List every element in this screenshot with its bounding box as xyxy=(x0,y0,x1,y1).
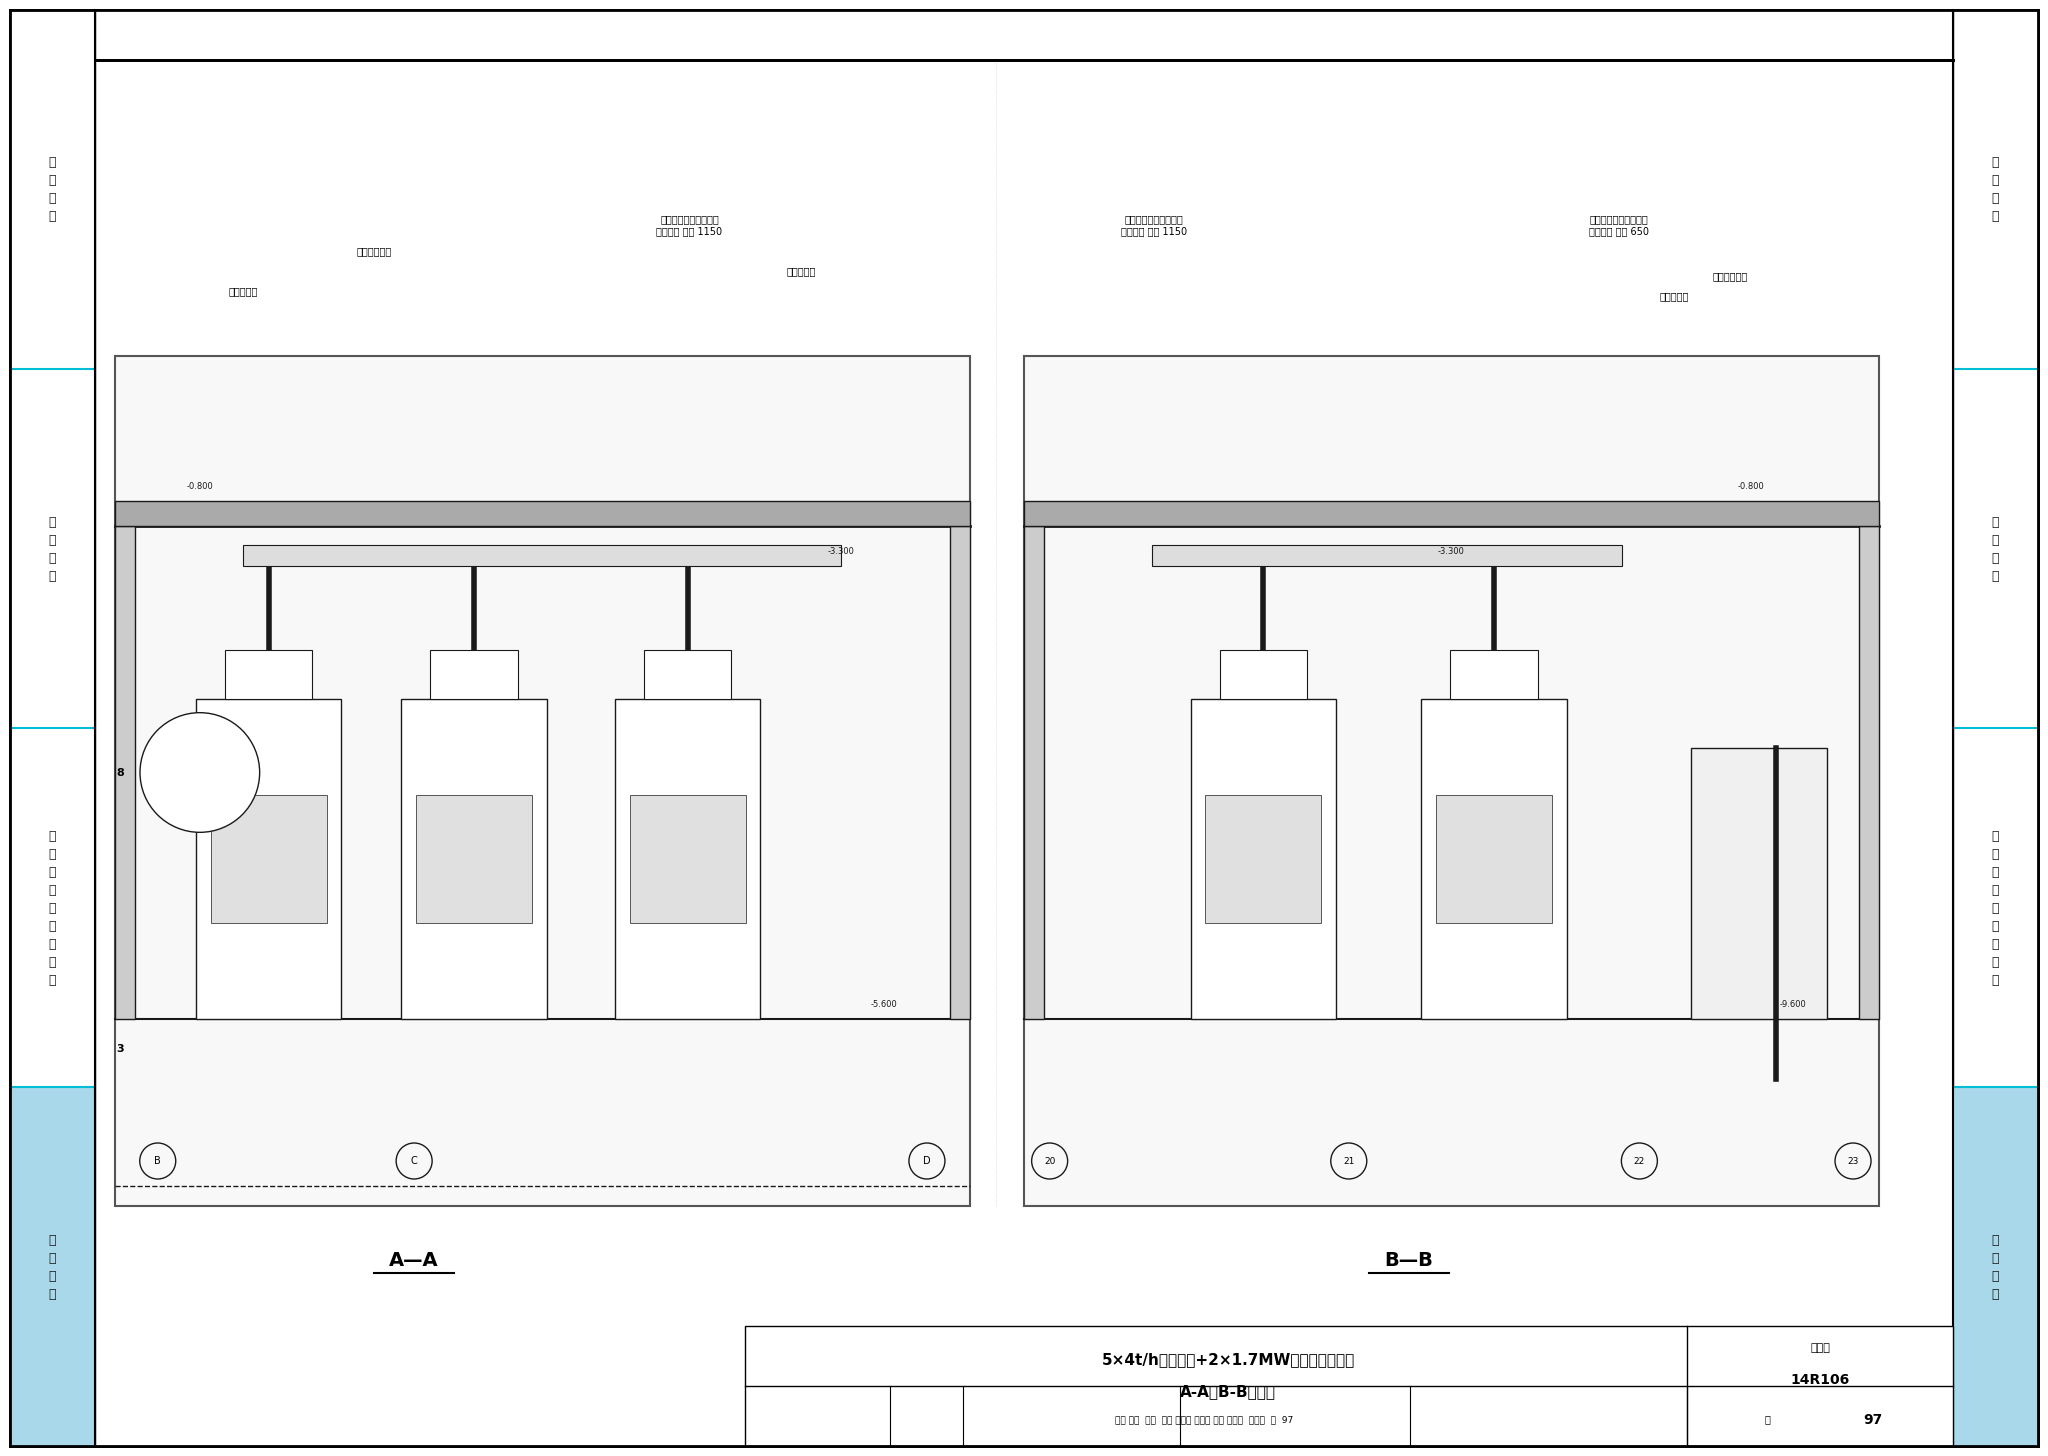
Text: 鼓风控制柜: 鼓风控制柜 xyxy=(786,266,815,277)
Bar xyxy=(629,795,745,923)
Bar xyxy=(1954,1088,2038,1446)
Text: A—A: A—A xyxy=(389,1252,438,1271)
Bar xyxy=(1954,10,2038,1446)
Text: 22: 22 xyxy=(1634,1156,1645,1165)
Text: -9.600: -9.600 xyxy=(1780,1000,1806,1009)
Bar xyxy=(401,699,547,1019)
Bar xyxy=(1204,795,1321,923)
Text: 21: 21 xyxy=(1343,1156,1354,1165)
Text: 14R106: 14R106 xyxy=(1790,1373,1849,1388)
Text: B—B: B—B xyxy=(1384,1252,1434,1271)
Bar xyxy=(1692,748,1827,1019)
Bar xyxy=(115,526,135,1019)
Bar xyxy=(430,651,518,699)
Bar xyxy=(1221,651,1307,699)
Text: 烟道连动蝶阀: 烟道连动蝶阀 xyxy=(1712,271,1747,281)
Text: -5.600: -5.600 xyxy=(870,1000,897,1009)
Text: 8: 8 xyxy=(117,767,123,778)
Bar xyxy=(1421,699,1567,1019)
Bar xyxy=(115,501,969,526)
Bar xyxy=(10,1088,94,1446)
Text: -3.300: -3.300 xyxy=(827,547,854,556)
Text: 20: 20 xyxy=(1044,1156,1055,1165)
Text: 工
程
实
例: 工 程 实 例 xyxy=(49,1233,55,1300)
Bar xyxy=(950,526,969,1019)
Bar xyxy=(1024,501,1878,526)
Text: 预置式双层不锈钢烟道
锅炉烟道 内径 650: 预置式双层不锈钢烟道 锅炉烟道 内径 650 xyxy=(1589,214,1649,236)
Text: 预置式双层不锈钢烟道
锅炉烟道 内径 1150: 预置式双层不锈钢烟道 锅炉烟道 内径 1150 xyxy=(1120,214,1188,236)
Text: 审核 目守  比例  校对 毛雅芳 元稚芳 设计 叶晓翠  叶晓翠  页  97: 审核 目守 比例 校对 毛雅芳 元稚芳 设计 叶晓翠 叶晓翠 页 97 xyxy=(1114,1415,1294,1424)
Text: -3.300: -3.300 xyxy=(1438,547,1464,556)
Bar xyxy=(1436,795,1552,923)
Text: D: D xyxy=(924,1156,930,1166)
Text: 5×4t/h蒸汽锅炉+2×1.7MW真空热水锅炉房: 5×4t/h蒸汽锅炉+2×1.7MW真空热水锅炉房 xyxy=(1102,1353,1356,1367)
Text: 工
程
实
例: 工 程 实 例 xyxy=(1991,1233,1999,1300)
Bar xyxy=(225,651,313,699)
Text: 烟道连动蝶阀: 烟道连动蝶阀 xyxy=(356,246,391,256)
Text: A-A、B-B剖面图: A-A、B-B剖面图 xyxy=(1180,1385,1276,1399)
Text: 图集号: 图集号 xyxy=(1810,1342,1831,1353)
Bar xyxy=(745,1326,1954,1446)
Text: 设
计
技
术
原
则
与
要
点: 设 计 技 术 原 则 与 要 点 xyxy=(49,830,55,987)
Circle shape xyxy=(139,712,260,833)
Text: B: B xyxy=(154,1156,162,1166)
Bar xyxy=(10,10,94,1446)
Text: 烟道爆炸片: 烟道爆炸片 xyxy=(229,285,258,296)
Text: 页: 页 xyxy=(1763,1415,1769,1424)
Bar xyxy=(1860,526,1878,1019)
Text: 3: 3 xyxy=(117,1044,123,1054)
Text: 23: 23 xyxy=(1847,1156,1860,1165)
Text: -0.800: -0.800 xyxy=(186,482,213,491)
Bar xyxy=(1190,699,1335,1019)
Bar xyxy=(1450,651,1538,699)
Text: 相
关
术
语: 相 关 术 语 xyxy=(1991,515,1999,582)
Text: 预置式双层不锈钢烟道
锅炉烟道 内径 1150: 预置式双层不锈钢烟道 锅炉烟道 内径 1150 xyxy=(657,214,723,236)
Text: 相
关
术
语: 相 关 术 语 xyxy=(49,515,55,582)
Text: 编
制
说
明: 编 制 说 明 xyxy=(49,156,55,224)
Bar xyxy=(1024,526,1044,1019)
Bar xyxy=(1024,357,1878,1206)
Text: 设
计
技
术
原
则
与
要
点: 设 计 技 术 原 则 与 要 点 xyxy=(1991,830,1999,987)
Text: 97: 97 xyxy=(1864,1412,1882,1427)
Bar xyxy=(115,357,969,1206)
Bar xyxy=(416,795,532,923)
Bar xyxy=(211,795,328,923)
Text: -0.800: -0.800 xyxy=(1737,482,1763,491)
Bar xyxy=(244,545,842,566)
Bar xyxy=(1153,545,1622,566)
Bar xyxy=(643,651,731,699)
Bar xyxy=(614,699,760,1019)
Bar xyxy=(197,699,342,1019)
Bar xyxy=(10,1091,94,1446)
Text: C: C xyxy=(412,1156,418,1166)
Text: 烟道爆炸片: 烟道爆炸片 xyxy=(1659,291,1690,301)
Text: 编
制
说
明: 编 制 说 明 xyxy=(1991,156,1999,224)
